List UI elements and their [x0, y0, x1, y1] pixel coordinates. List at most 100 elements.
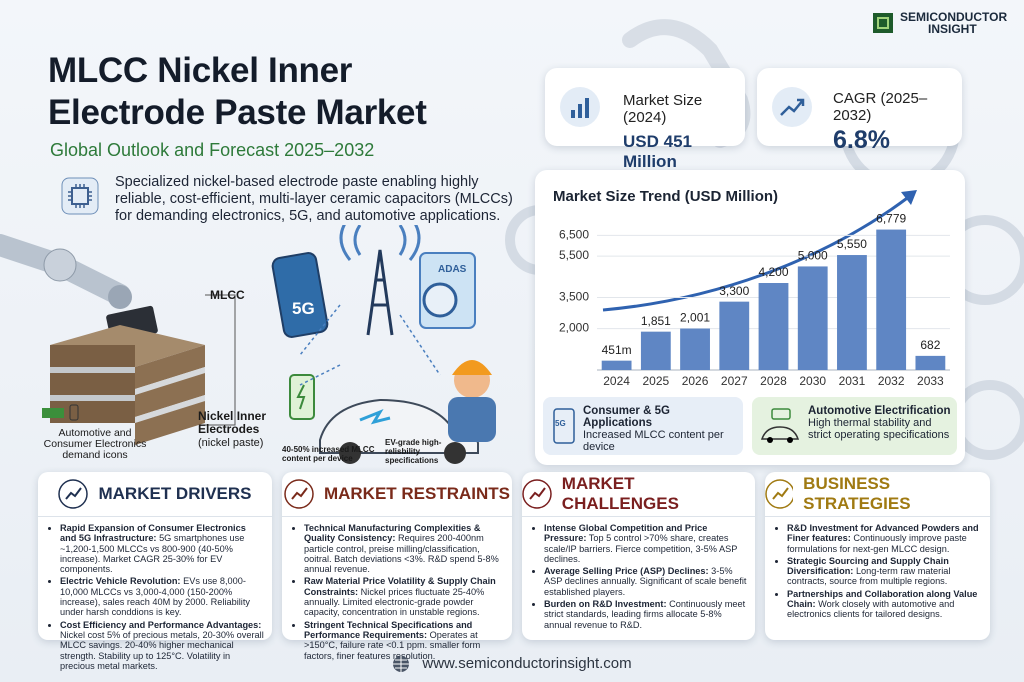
bullet: Intense Global Competition and Price Pre…: [544, 523, 747, 564]
chart-title: Market Size Trend (USD Million): [553, 188, 778, 205]
panel-header: MARKET RESTRAINTS: [282, 472, 512, 517]
value-label: 4,200: [758, 265, 788, 279]
bullet: Rapid Expansion of Consumer Electronics …: [60, 523, 264, 574]
content-label: 40-50% increased MLCC content per device: [282, 445, 375, 463]
bullet-text: Nickel cost 5% of precious metals, 20-30…: [60, 629, 264, 671]
x-tick-label: 2026: [682, 374, 709, 388]
bullet-text: Continuously improve paste formulations …: [787, 533, 967, 554]
bullet-list: Rapid Expansion of Consumer Electronics …: [52, 523, 264, 671]
trend-arrowhead: [901, 190, 917, 205]
bar: [601, 360, 632, 370]
bullet: Electric Vehicle Revolution: EVs use 8,0…: [60, 576, 264, 617]
app-text: Increased MLCC content per device: [583, 429, 724, 453]
x-tick-label: 2032: [878, 374, 905, 388]
globe-icon: [393, 655, 410, 672]
x-tick-label: 2025: [642, 374, 669, 388]
electrodes-label: Nickel Inner Electrodes: [198, 409, 267, 436]
x-tick-label: 2027: [721, 374, 748, 388]
brand: SEMICONDUCTOR INSIGHT: [872, 11, 1007, 35]
bullet-text: Work closely with automotive and electro…: [787, 599, 955, 620]
kpi-value: 6.8%: [833, 126, 890, 154]
app-icon-label: 5G: [555, 419, 566, 428]
bullet: Partnerships and Collaboration along Val…: [787, 589, 982, 620]
kpi-icon: [772, 87, 812, 127]
panel: MARKET CHALLENGES Intense Global Competit…: [522, 472, 755, 640]
application-card: 5G Consumer & 5G Applications Increased …: [543, 397, 743, 455]
kpi-label: Market Size (2024): [623, 92, 703, 126]
panel: BUSINESS STRATEGIES R&D Investment for Ad…: [765, 472, 990, 640]
app-icon: [760, 408, 800, 443]
bullet-lead: Stringent Technical Specifications and P…: [304, 619, 473, 640]
bullet: Raw Material Price Volatility & Supply C…: [304, 576, 504, 617]
footer-url[interactable]: www.semiconductorinsight.com: [422, 655, 632, 672]
value-label: 451m: [602, 343, 632, 357]
x-tick-label: 2030: [799, 374, 826, 388]
trend-arrow: [602, 194, 911, 312]
y-tick-label: 6,500: [559, 228, 589, 242]
bullet-list: Technical Manufacturing Complexities & Q…: [296, 523, 504, 661]
panel-icon: [765, 479, 794, 509]
bullet-text: EVs use 8,000-10,000 MLCCs vs 3,000-4,00…: [60, 576, 250, 618]
panel-title: BUSINESS STRATEGIES: [803, 474, 911, 513]
panel-header: MARKET DRIVERS: [38, 472, 272, 517]
value-label: 682: [920, 338, 940, 352]
bullet-lead: Partnerships and Collaboration along Val…: [787, 588, 978, 610]
app-text: High thermal stability and strict operat…: [808, 417, 950, 441]
description: Specialized nickel-based electrode paste…: [115, 174, 513, 224]
kpi-card: Market Size (2024) USD 451 Million: [545, 68, 745, 171]
bullet-lead: Average Selling Price (ASP) Declines:: [544, 566, 709, 577]
value-label: 2,001: [680, 311, 710, 325]
electrodes-note: (nickel paste): [198, 437, 264, 449]
adas-label: ADAS: [438, 264, 467, 275]
bullet-lead: Strategic Sourcing and Supply Chain Dive…: [787, 555, 949, 577]
bullet-text: Top 5 control >70% share, creates scale/…: [544, 533, 738, 564]
bar: [797, 266, 828, 370]
bullet-text: Continuously meet strict standards, lead…: [544, 599, 746, 630]
panel-icon: [58, 479, 89, 509]
bullet-text: 3-5% ASP declines annually. Significant …: [544, 566, 747, 597]
bullet: Technical Manufacturing Complexities & Q…: [304, 523, 504, 574]
brand-sub: INSIGHT: [928, 22, 977, 36]
chip-icon: [61, 177, 99, 215]
value-label: 1,851: [641, 314, 671, 328]
bullet-text: Requires 200-400nm particle control, pre…: [304, 533, 499, 575]
bullet-lead: Electric Vehicle Revolution:: [60, 576, 181, 587]
panel-header: BUSINESS STRATEGIES: [765, 472, 990, 517]
application-card: Automotive Electrification High thermal …: [752, 397, 957, 455]
bullet-list: Intense Global Competition and Price Pre…: [536, 523, 747, 630]
bullet-lead: Burden on R&D Investment:: [544, 599, 667, 610]
kpi-icon: [560, 87, 600, 127]
demand-icons-label: Automotive and Consumer Electronics dema…: [43, 427, 147, 461]
bullet-text: Operates at >150°C, failure rate <0.1 pp…: [304, 629, 481, 661]
bar: [719, 301, 750, 370]
bullet-lead: Intense Global Competition and Price Pre…: [544, 523, 708, 544]
value-label: 5,000: [798, 249, 828, 263]
bar: [680, 328, 710, 370]
value-label: 6,779: [876, 212, 906, 226]
panel-title: MARKET CHALLENGES: [561, 474, 679, 513]
panel: MARKET DRIVERS Rapid Expansion of Consume…: [38, 472, 272, 671]
x-tick-label: 2028: [760, 374, 787, 388]
app-title: Automotive Electrification: [808, 405, 951, 417]
app-icon: [553, 408, 575, 444]
y-tick-label: 2,000: [559, 321, 589, 335]
kpi-value: USD 451 Million: [623, 132, 692, 171]
bar: [640, 331, 671, 370]
subtitle: Global Outlook and Forecast 2025–2032: [50, 140, 375, 160]
illustration: [0, 225, 496, 464]
panel-title: MARKET RESTRAINTS: [323, 484, 511, 503]
bullet-text: 5G smartphones use ~1,200-1,500 MLCCs vs…: [60, 533, 245, 575]
bar: [915, 355, 946, 370]
bullet: Strategic Sourcing and Supply Chain Dive…: [787, 556, 982, 587]
value-label: 3,300: [719, 284, 749, 298]
x-tick-label: 2024: [603, 374, 630, 388]
brand-name: SEMICONDUCTOR: [900, 10, 1008, 24]
bullet-lead: Cost Efficiency and Performance Advantag…: [60, 619, 262, 630]
value-label: 5,550: [837, 237, 867, 251]
phone-label: 5G: [292, 299, 315, 318]
bar: [837, 255, 867, 370]
ev-label: EV-grade high-relisbility specifications: [385, 438, 442, 465]
bullet: Average Selling Price (ASP) Declines: 3-…: [544, 566, 747, 597]
panel-title: MARKET DRIVERS: [98, 484, 252, 503]
bullet-lead: R&D Investment for Advanced Powders and …: [787, 523, 979, 544]
